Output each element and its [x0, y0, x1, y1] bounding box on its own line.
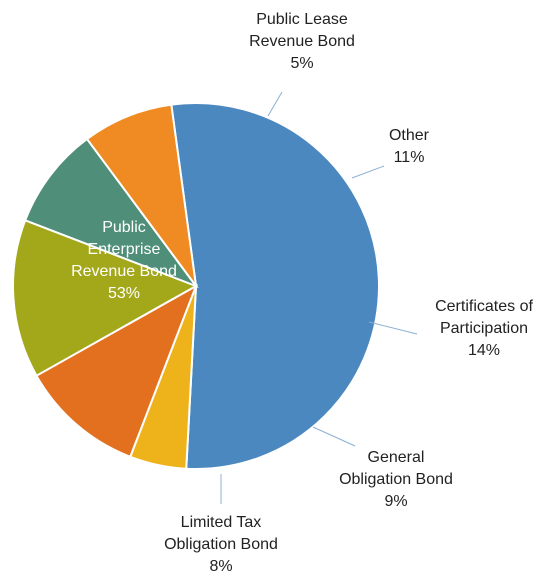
- slice-category-label: Limited Tax: [181, 514, 262, 531]
- pie-slice: [170, 102, 380, 470]
- slice-category-label: Revenue Bond: [71, 263, 177, 280]
- slice-category-label: Public: [102, 219, 146, 236]
- slice-category-label: Participation: [440, 320, 528, 337]
- pie-slice: [23, 137, 199, 289]
- slice-percent-label: 53%: [108, 285, 140, 302]
- pie-slice: [85, 103, 197, 287]
- pie-slice: [12, 218, 199, 378]
- slice-category-label: Obligation Bond: [164, 536, 278, 553]
- slice-category-label: Enterprise: [88, 241, 161, 258]
- slice-category-label: Certificates of: [435, 298, 533, 315]
- slice-percent-label: 9%: [384, 493, 407, 510]
- pie-slice: [35, 283, 198, 459]
- leader-line: [312, 426, 356, 447]
- slice-percent-label: 8%: [209, 558, 232, 575]
- slice-category-label: Other: [389, 127, 430, 144]
- slice-category-label: Public Lease: [256, 11, 348, 28]
- leader-line: [267, 91, 283, 117]
- slice-category-label: Obligation Bond: [339, 471, 453, 488]
- leader-line: [368, 321, 418, 335]
- slice-percent-label: 11%: [394, 149, 425, 166]
- slice-percent-label: 14%: [468, 342, 500, 359]
- slice-category-label: General: [368, 449, 425, 466]
- leader-line: [351, 165, 385, 179]
- slice-category-label: Revenue Bond: [249, 33, 355, 50]
- slice-percent-label: 5%: [290, 55, 313, 72]
